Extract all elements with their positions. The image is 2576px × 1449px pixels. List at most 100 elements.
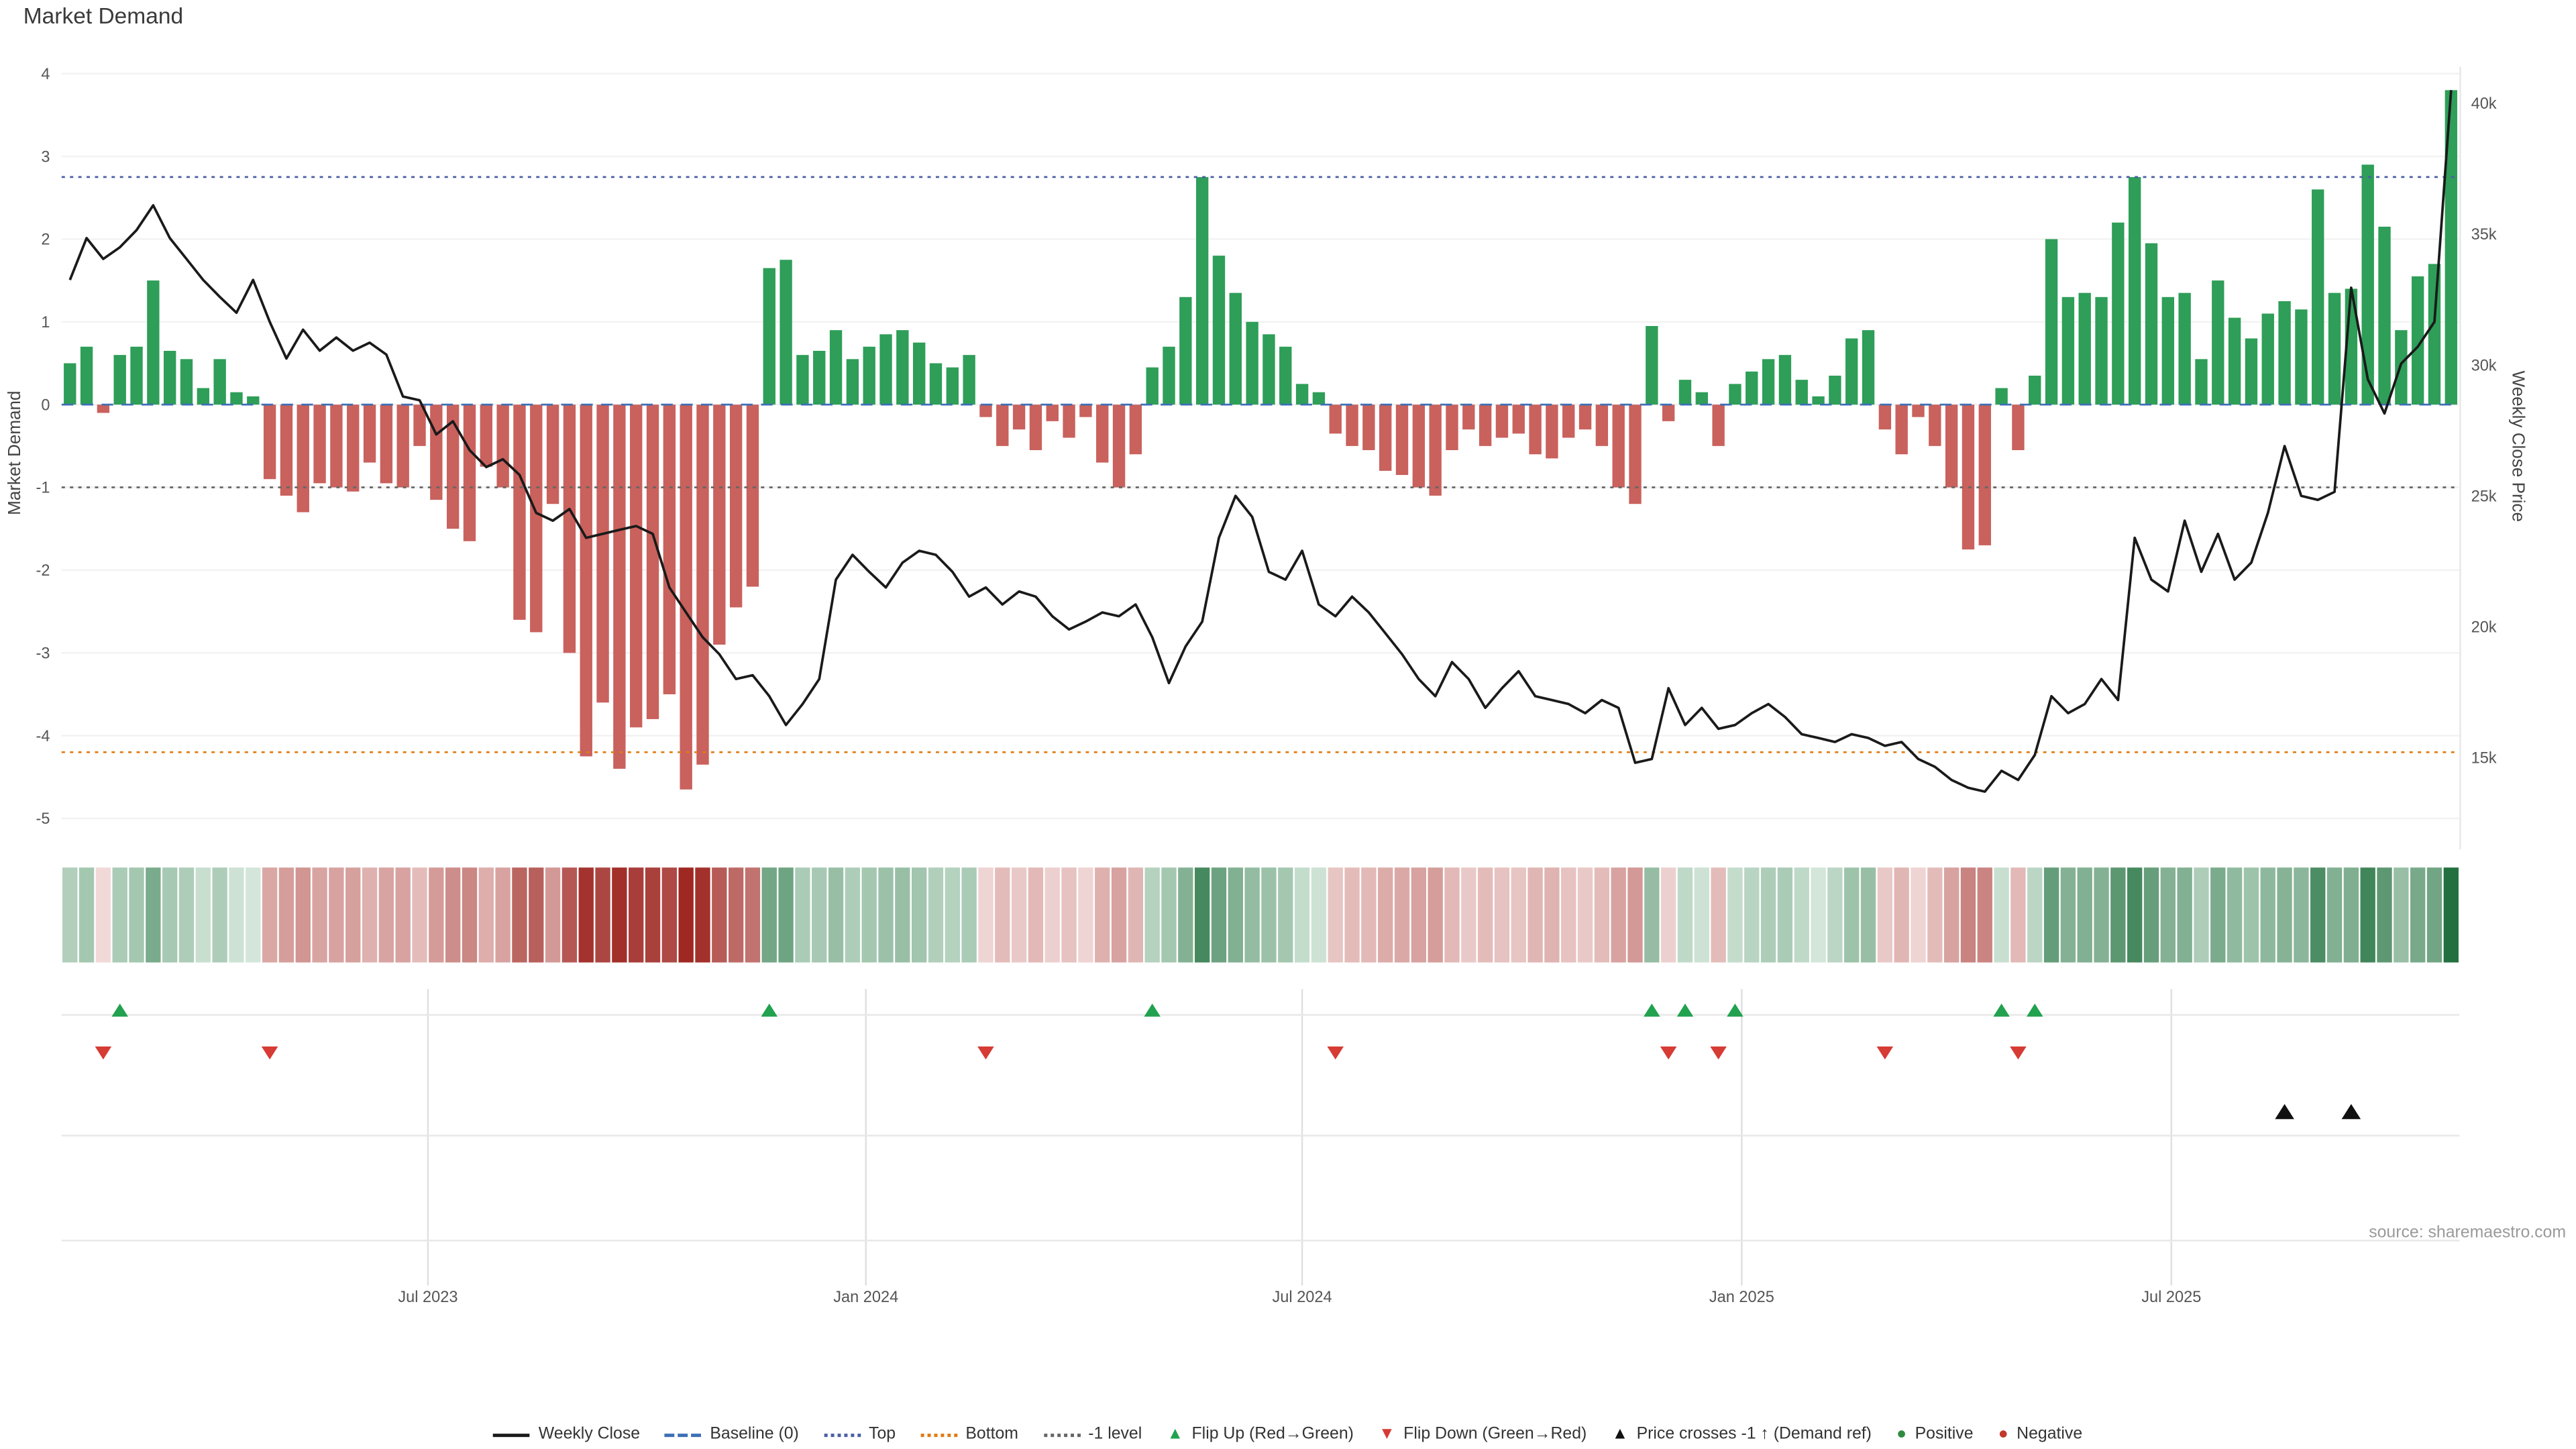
heatmap-cell xyxy=(1677,867,1693,963)
y-right-tick: 20k xyxy=(2471,618,2497,635)
demand-bar xyxy=(2195,359,2208,405)
demand-bar xyxy=(1129,405,1142,455)
axis-tick-labels: 4 3 2 1 0 -1 -2 -3 -4 -5 40k 35k 30k 25k 20k 15k Jul 202… xyxy=(36,65,2496,1305)
price-cross-marker xyxy=(2341,1104,2361,1120)
heatmap-cell xyxy=(95,867,111,963)
demand-bar xyxy=(596,405,609,703)
heatmap-cell xyxy=(861,867,877,963)
heatmap-cell xyxy=(961,867,977,963)
demand-bar xyxy=(563,405,576,653)
heatmap-cell xyxy=(2443,867,2459,963)
chart-canvas: 4 3 2 1 0 -1 -2 -3 -4 -5 40k 35k 30k 25k 20k 15k Jul 202… xyxy=(36,65,2496,1305)
demand-bar xyxy=(130,346,143,405)
heatmap-cell xyxy=(1477,867,1493,963)
heatmap-cell xyxy=(2426,867,2443,963)
legend-label: Bottom xyxy=(965,1425,1018,1444)
heatmap-cell xyxy=(1694,867,1709,963)
demand-bar xyxy=(1079,405,1092,417)
legend-item[interactable]: -1 level xyxy=(1043,1426,1142,1444)
demand-bar xyxy=(363,405,376,463)
demand-bar xyxy=(1462,405,1475,430)
heatmap-cell xyxy=(1011,867,1027,963)
heatmap-cell xyxy=(2110,867,2126,963)
demand-bar xyxy=(263,405,276,480)
heatmap-cell xyxy=(1211,867,1227,963)
heatmap-cell xyxy=(1311,867,1327,963)
heatmap-cell xyxy=(2360,867,2375,963)
heatmap-cell xyxy=(78,867,95,963)
heatmap-cell xyxy=(278,867,294,963)
demand-bar xyxy=(2278,301,2291,405)
demand-bar xyxy=(1179,297,1192,405)
heatmap-cell xyxy=(812,867,827,963)
heatmap-cell xyxy=(2210,867,2226,963)
legend-label: Flip Down (Green→Red) xyxy=(1403,1425,1587,1444)
signal-markers xyxy=(95,1004,2361,1120)
flip-up-marker xyxy=(2026,1004,2043,1017)
demand-bar xyxy=(2078,292,2091,405)
legend-item[interactable]: ● Positive xyxy=(1896,1426,1973,1444)
heatmap-cell xyxy=(1777,867,1793,963)
page-title: Market Demand xyxy=(23,3,184,29)
y-left-tick: 0 xyxy=(41,396,50,413)
heatmap-cell xyxy=(112,867,127,963)
heatmap-cell xyxy=(761,867,777,963)
demand-bar xyxy=(1412,405,1426,488)
heatmap-cell xyxy=(645,867,661,963)
heatmap-cell xyxy=(329,867,344,963)
legend-item[interactable]: ▲ Flip Up (Red→Green) xyxy=(1167,1426,1354,1444)
demand-bar xyxy=(2228,317,2241,405)
legend-item[interactable]: Bottom xyxy=(920,1426,1018,1444)
demand-bar xyxy=(180,359,193,405)
heatmap-cell xyxy=(1744,867,1760,963)
heatmap-cell xyxy=(2177,867,2192,963)
heatmap-cell xyxy=(545,867,561,963)
heatmap-cell xyxy=(578,867,594,963)
heatmap-cell xyxy=(1627,867,1643,963)
heatmap-cell xyxy=(2226,867,2243,963)
heatmap-cell xyxy=(2010,867,2026,963)
y-left-tick: -1 xyxy=(36,479,50,496)
flip-up-marker xyxy=(111,1004,128,1017)
heatmap-cell xyxy=(1827,867,1843,963)
heatmap-cell xyxy=(1111,867,1127,963)
y-left-tick: -4 xyxy=(36,727,50,745)
heatmap-cell xyxy=(195,867,211,963)
heatmap-cell xyxy=(928,867,944,963)
heatmap-cell xyxy=(2377,867,2392,963)
heatmap-cell xyxy=(1894,867,1909,963)
heatmap-cell xyxy=(1378,867,1393,963)
heatmap-cell xyxy=(62,867,78,963)
heatmap-cell xyxy=(2394,867,2409,963)
flip-down-marker xyxy=(1660,1046,1677,1060)
heatmap-cell xyxy=(2077,867,2092,963)
heatmap-cell xyxy=(695,867,710,963)
demand-bar xyxy=(896,330,909,405)
demand-bar xyxy=(1712,405,1725,446)
demand-bar xyxy=(2128,176,2141,405)
panel-gridlines xyxy=(61,989,2460,1286)
demand-bar xyxy=(796,355,809,405)
weekly-close-line xyxy=(68,90,2453,793)
heatmap-cell xyxy=(2160,867,2176,963)
x-axis-tick: Jul 2023 xyxy=(398,1288,458,1305)
demand-bar xyxy=(2411,276,2424,405)
heatmap-cell xyxy=(1511,867,1526,963)
legend-item[interactable]: ▼ Flip Down (Green→Red) xyxy=(1379,1426,1587,1444)
heatmap-cell xyxy=(728,867,744,963)
legend-item[interactable]: ▲ Price crosses -1 ↑ (Demand ref) xyxy=(1612,1426,1872,1444)
demand-bar xyxy=(2029,375,2041,405)
legend-item[interactable]: Baseline (0) xyxy=(665,1426,799,1444)
legend-item[interactable]: Top xyxy=(824,1426,896,1444)
demand-bar xyxy=(1845,338,1858,405)
legend-item[interactable]: ● Negative xyxy=(1998,1426,2082,1444)
demand-bar xyxy=(2161,297,2175,405)
legend-item[interactable]: Weekly Close xyxy=(493,1426,640,1444)
y-right-tick: 25k xyxy=(2471,487,2497,504)
circle-icon: ● xyxy=(1896,1424,1907,1443)
demand-bar xyxy=(929,363,943,405)
demand-bar xyxy=(396,405,409,488)
price-cross-marker xyxy=(2275,1104,2294,1120)
demand-bar xyxy=(1012,405,1026,430)
